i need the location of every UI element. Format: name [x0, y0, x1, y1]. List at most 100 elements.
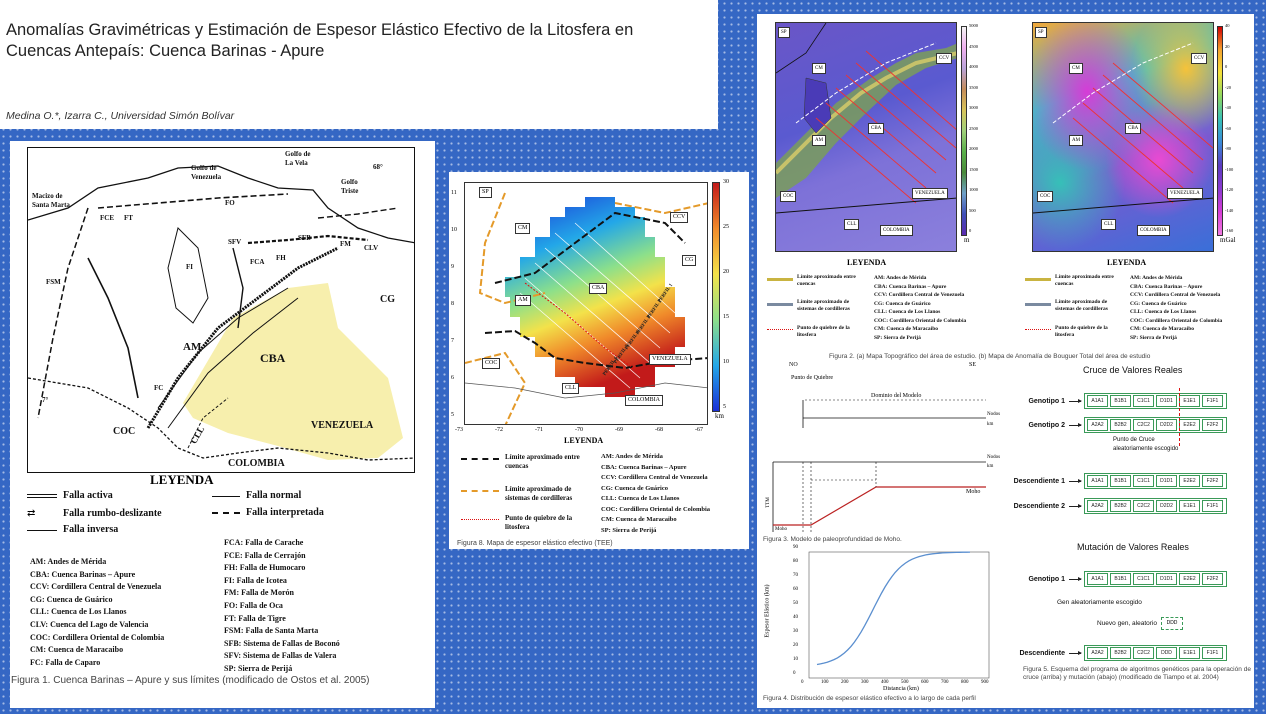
- box-cg: CG: [682, 255, 697, 266]
- fig2-legend-title-b: LEYENDA: [1107, 258, 1147, 267]
- abbr-item: CCV: Cordillera Central de Venezuela: [874, 292, 965, 298]
- cruce-title: Cruce de Valores Reales: [1083, 365, 1183, 375]
- punto-cruce-label: Punto de Cruce aleatoriamente escogido: [1113, 437, 1179, 452]
- moho-profile: [773, 486, 986, 526]
- fig3-punto: Punto de Quiebre: [791, 375, 833, 381]
- abbr-item: CG: Cuenca de Guárico: [874, 300, 931, 307]
- gene-cell: C1C1: [1133, 475, 1154, 487]
- swatch-yellow: [1025, 278, 1051, 281]
- topo-unit: m: [964, 236, 970, 244]
- fault-santa-marta: [37, 207, 89, 419]
- swatch-red: [767, 329, 793, 330]
- fig3-moho-left: Moho: [775, 527, 787, 532]
- legend-swatch-black: [461, 458, 499, 460]
- row-genotipo1: Genotipo 1 A1A1 B1B1 C1C1 D1D1 E1E1 F1F1: [1013, 393, 1227, 409]
- tick-label: -160: [1225, 228, 1234, 233]
- fig3-nodos: Nodos: [987, 412, 1001, 417]
- abbr-item: FO: Falla de Oca: [224, 600, 283, 610]
- tee-curve: [816, 551, 971, 666]
- arrow-icon: [1069, 650, 1082, 655]
- label-fo: FO: [225, 199, 235, 207]
- label-colombia: COLOMBIA: [228, 458, 285, 469]
- abbr-item: CLL: Cuenca de Los Llanos: [1130, 309, 1197, 315]
- abbr-item: CCV: Cordillera Central de Venezuela: [30, 582, 162, 592]
- gene-list: A2A2 B2B2 C2C2 D2D2 E2E2 F2F2: [1084, 417, 1227, 433]
- fault-oca: [97, 193, 289, 209]
- abbr-item: CBA: Cuenca Barinas – Apure: [874, 283, 947, 290]
- fig8-yticks: 11 10 9 8 7 6 5: [451, 190, 461, 420]
- title-panel: Anomalías Gravimétricas y Estimación de …: [0, 0, 718, 129]
- label-fc: FC: [154, 384, 164, 392]
- right-panel: SP CM CCV AM CBA COC CLL VENEZUELA COLOM…: [757, 14, 1254, 708]
- swatch-yellow: [767, 278, 793, 281]
- legend-row: Límite aproximado entre cuencas: [767, 274, 867, 288]
- gene-cell: A1A1: [1087, 475, 1108, 487]
- legend-row: Punto de quiebre de la litosfera: [767, 325, 867, 339]
- gene-cell: C1C1: [1133, 395, 1154, 407]
- topo-box-colombia: COLOMBIA: [880, 225, 913, 236]
- gene-cell: F1F1: [1202, 395, 1223, 407]
- label-cba: CBA: [260, 351, 286, 365]
- tick-label: -71: [535, 427, 543, 433]
- lake-maracaibo: [167, 227, 209, 324]
- grav-box-am: AM: [1069, 135, 1084, 146]
- grav-box-cll: CLL: [1101, 219, 1117, 230]
- fig1-legend-title: LEYENDA: [150, 472, 214, 487]
- swatch-grey: [767, 303, 793, 306]
- grav-box-venezuela: VENEZUELA: [1167, 188, 1203, 199]
- poster-title-line2: Cuencas Antepaís: Cuenca Barinas - Apure: [6, 42, 325, 60]
- fault-normal-item: Falla normal: [212, 491, 301, 501]
- tee-grid-area: [505, 197, 685, 397]
- tick-label: 15: [723, 314, 729, 320]
- topo-box-ccv: CCV: [936, 53, 953, 64]
- fig2-legend-title-a: LEYENDA: [847, 258, 887, 267]
- figure1-panel: Golfo de Venezuela Golfo de La Vela Maci…: [10, 141, 435, 708]
- row-label: Genotipo 1: [1028, 397, 1065, 405]
- abbr-item: CLL: Cuenca de Los Llanos: [30, 607, 127, 617]
- fig8-map-svg: [465, 192, 707, 424]
- basin-limit-black-2: [494, 211, 686, 284]
- tick-label: 30: [793, 629, 798, 634]
- grav-box-ccv: CCV: [1191, 53, 1208, 64]
- row-descendiente2: Descendiente 2 A2A2 B2B2 C2C2 D2D2 E1E1 F1F1: [1013, 498, 1227, 514]
- label-fm: FM: [340, 240, 351, 248]
- fig1-map: Golfo de Venezuela Golfo de La Vela Maci…: [27, 147, 415, 473]
- box-coc: COC: [482, 358, 501, 369]
- topo-box-coc: COC: [780, 191, 797, 202]
- arrow-icon: [1069, 398, 1082, 403]
- tick-label: 20: [1225, 43, 1230, 49]
- grav-red-profiles: [1072, 62, 1213, 204]
- abbr-item: COC: Cordillera Oriental de Colombia: [874, 317, 967, 324]
- fault-inverse-2: [232, 247, 244, 329]
- fig8-legend-item-2: Límite aproximado de sistemas de cordill…: [461, 485, 596, 503]
- gene-cell: C1C1: [1133, 573, 1154, 585]
- tick-label: -140: [1225, 207, 1234, 213]
- tick-label: 200: [841, 680, 849, 685]
- tick-label: 100: [821, 680, 829, 685]
- label-clv: CLV: [364, 244, 379, 252]
- box-ccv: CCV: [670, 212, 689, 223]
- row-descendiente1: Descendiente 1 A1A1 B1B1 C1C1 D1D1 E2E2 F2F2: [1013, 473, 1227, 489]
- fig8-legend-item-3: Punto de quiebre de la litosfera: [461, 514, 596, 532]
- abbr-item: FH: Falla de Humocaro: [224, 563, 306, 573]
- gen-aleatorio-label: Gen aleatoriamente escogido: [1057, 599, 1142, 606]
- fig4-xlabel: Distancia (km): [883, 686, 919, 692]
- gene-cell: A1A1: [1087, 573, 1108, 585]
- gene-list: A2A2 B2B2 C2C2 DDD E1E1 F1F1: [1084, 645, 1227, 661]
- label-golfo-venezuela: Golfo de Venezuela: [191, 164, 222, 181]
- abbr-item: CCV: Cordillera Central de Venezuela: [1130, 292, 1221, 298]
- label-ft: FT: [124, 214, 133, 222]
- fig1-abbr-right: FCA: Falla de Carache FCE: Falla de Cerra…: [224, 537, 340, 676]
- abbr-item: FC: Falla de Caparo: [30, 657, 101, 667]
- abbr-item: AM: Andes de Mérida: [1130, 275, 1183, 281]
- topo-colorbar-ticks: 5000 4500 4000 3500 3000 2500 2000 1500 1000 500 0: [969, 23, 989, 236]
- grav-black-border: [1033, 197, 1213, 214]
- fault-inverse-item: Falla inversa: [27, 525, 118, 535]
- tick-label: 0: [793, 671, 796, 676]
- andes-outline: [157, 287, 289, 409]
- row-mut-genotipo1: Genotipo 1 A1A1 B1B1 C1C1 D1D1 E2E2 F2F2: [1013, 571, 1227, 587]
- fault-inverse-1: [87, 257, 139, 399]
- gene-cell: B1B1: [1110, 395, 1131, 407]
- fault-interp-symbol: [212, 512, 240, 514]
- grav-colorbar-ticks: 40 20 0 -20 -40 -60 -80 -100 -120 -140 -160: [1225, 23, 1249, 236]
